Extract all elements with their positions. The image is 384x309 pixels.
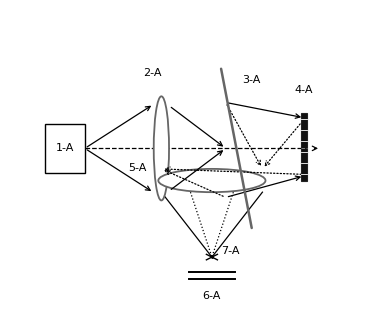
- Text: 2-A: 2-A: [143, 68, 161, 78]
- Text: 1-A: 1-A: [56, 143, 74, 153]
- Text: 6-A: 6-A: [203, 291, 221, 301]
- FancyBboxPatch shape: [301, 113, 308, 180]
- Ellipse shape: [158, 169, 265, 192]
- Ellipse shape: [154, 96, 169, 201]
- Text: 4-A: 4-A: [295, 85, 313, 95]
- Text: 3-A: 3-A: [243, 75, 261, 85]
- Text: 5-A: 5-A: [128, 163, 146, 173]
- FancyBboxPatch shape: [45, 124, 85, 173]
- Text: 7-A: 7-A: [221, 246, 240, 256]
